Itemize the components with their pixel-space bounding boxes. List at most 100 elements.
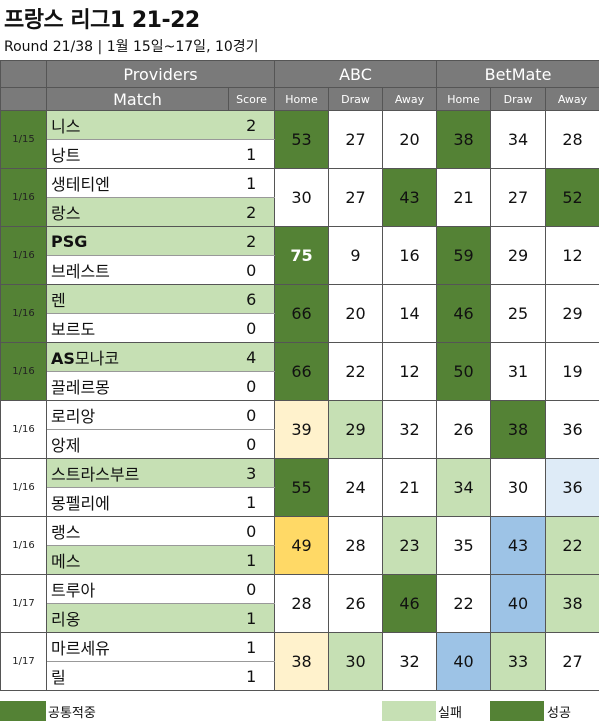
abc-away-pct: 32	[381, 400, 438, 459]
abc-away-pct: 43	[381, 168, 438, 227]
prediction-table: Providers ABC BetMate Match Score Home D…	[0, 60, 599, 691]
betmate-home-pct: 40	[436, 632, 492, 691]
away-score: 1	[228, 603, 275, 633]
legend-fail-label: 실패	[438, 706, 462, 721]
home-team: 니스	[46, 110, 229, 140]
abc-away-pct: 32	[381, 632, 438, 691]
away-team: 브레스트	[46, 255, 229, 285]
home-score: 2	[228, 226, 275, 256]
abc-draw-pct: 22	[328, 342, 383, 401]
betmate-away-pct: 36	[545, 458, 599, 517]
abc-away-pct: 21	[381, 458, 438, 517]
away-score: 1	[228, 487, 275, 517]
abc-away-pct: 12	[381, 342, 438, 401]
home-score: 4	[228, 342, 275, 372]
away-score: 0	[228, 371, 275, 401]
home-team: 마르세유	[46, 632, 229, 662]
abc-away-pct: 23	[381, 516, 438, 575]
legend-common-hit-label: 공통적중	[48, 706, 96, 721]
abc-away-pct: 14	[381, 284, 438, 343]
home-score: 2	[228, 110, 275, 140]
betmate-draw-pct: 30	[490, 458, 547, 517]
abc-draw-pct: 27	[328, 168, 383, 227]
match-date: 1/16	[0, 400, 47, 459]
header-hatch-cell	[0, 60, 47, 88]
header-providers: Providers	[46, 60, 275, 88]
abc-draw-pct: 27	[328, 110, 383, 169]
header-betmate-home: Home	[436, 87, 492, 111]
legend: 공통적중 실패 성공	[0, 700, 599, 722]
header-abc-draw: Draw	[328, 87, 383, 111]
home-score: 1	[228, 632, 275, 662]
match-date: 1/16	[0, 516, 47, 575]
match-date: 1/16	[0, 284, 47, 343]
legend-success-swatch	[490, 701, 544, 721]
abc-home-pct: 30	[274, 168, 329, 227]
header-abc: ABC	[273, 60, 438, 88]
home-score: 0	[228, 516, 275, 546]
abc-away-pct: 46	[381, 574, 438, 633]
abc-draw-pct: 28	[328, 516, 383, 575]
betmate-away-pct: 29	[545, 284, 599, 343]
abc-draw-pct: 29	[328, 400, 383, 459]
page-title: 프랑스 리그1 21-22	[4, 8, 200, 33]
abc-home-pct: 49	[274, 516, 329, 575]
betmate-away-pct: 22	[545, 516, 599, 575]
home-team: PSG	[46, 226, 229, 256]
betmate-away-pct: 19	[545, 342, 599, 401]
abc-draw-pct: 26	[328, 574, 383, 633]
betmate-draw-pct: 27	[490, 168, 547, 227]
abc-home-pct: 39	[274, 400, 329, 459]
betmate-away-pct: 27	[545, 632, 599, 691]
abc-draw-pct: 24	[328, 458, 383, 517]
home-score: 6	[228, 284, 275, 314]
betmate-draw-pct: 38	[490, 400, 547, 459]
header-abc-home: Home	[274, 87, 329, 111]
away-team: 끌레르몽	[46, 371, 229, 401]
betmate-away-pct: 38	[545, 574, 599, 633]
header-match: Match	[46, 87, 229, 111]
abc-draw-pct: 20	[328, 284, 383, 343]
betmate-draw-pct: 40	[490, 574, 547, 633]
abc-home-pct: 55	[274, 458, 329, 517]
away-team: 리옹	[46, 603, 229, 633]
header-betmate-away: Away	[545, 87, 599, 111]
match-date: 1/17	[0, 632, 47, 691]
legend-common-hit-swatch	[0, 701, 46, 721]
header-score: Score	[228, 87, 275, 111]
betmate-home-pct: 26	[436, 400, 492, 459]
home-team: 로리앙	[46, 400, 229, 430]
betmate-draw-pct: 29	[490, 226, 547, 285]
betmate-home-pct: 50	[436, 342, 492, 401]
betmate-draw-pct: 34	[490, 110, 547, 169]
betmate-draw-pct: 33	[490, 632, 547, 691]
away-team: 보르도	[46, 313, 229, 343]
betmate-home-pct: 46	[436, 284, 492, 343]
away-score: 0	[228, 313, 275, 343]
away-score: 0	[228, 255, 275, 285]
home-team: 생테티엔	[46, 168, 229, 198]
away-score: 0	[228, 429, 275, 459]
away-team: 릴	[46, 661, 229, 691]
abc-home-pct: 28	[274, 574, 329, 633]
match-date: 1/17	[0, 574, 47, 633]
away-score: 1	[228, 545, 275, 575]
home-team: 트루아	[46, 574, 229, 604]
abc-away-pct: 16	[381, 226, 438, 285]
away-team: 메스	[46, 545, 229, 575]
away-team: 앙제	[46, 429, 229, 459]
match-date: 1/15	[0, 110, 47, 169]
away-score: 2	[228, 197, 275, 227]
betmate-away-pct: 36	[545, 400, 599, 459]
abc-home-pct: 66	[274, 284, 329, 343]
abc-home-pct: 38	[274, 632, 329, 691]
betmate-home-pct: 38	[436, 110, 492, 169]
abc-home-pct: 53	[274, 110, 329, 169]
home-score: 1	[228, 168, 275, 198]
betmate-home-pct: 59	[436, 226, 492, 285]
away-score: 1	[228, 139, 275, 169]
betmate-home-pct: 22	[436, 574, 492, 633]
away-team: 몽펠리에	[46, 487, 229, 517]
home-team: 스트라스부르	[46, 458, 229, 488]
header-betmate: BetMate	[436, 60, 599, 88]
